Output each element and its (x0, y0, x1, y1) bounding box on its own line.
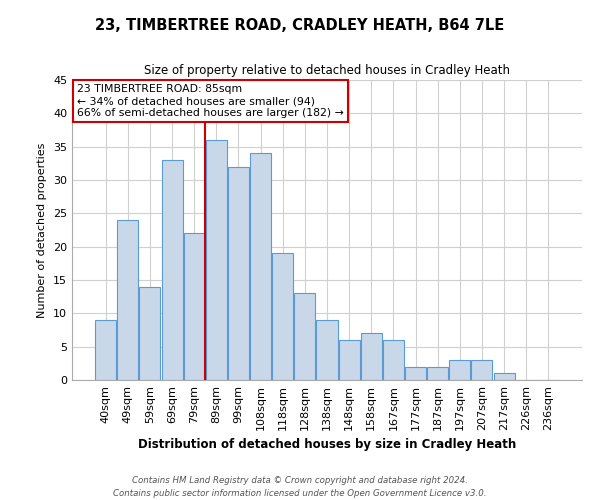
Text: Contains HM Land Registry data © Crown copyright and database right 2024.
Contai: Contains HM Land Registry data © Crown c… (113, 476, 487, 498)
Title: Size of property relative to detached houses in Cradley Heath: Size of property relative to detached ho… (144, 64, 510, 78)
Bar (184, 234, 205, 380)
Bar (383, 340, 404, 380)
Bar (427, 366, 448, 380)
X-axis label: Distribution of detached houses by size in Cradley Heath: Distribution of detached houses by size … (138, 438, 516, 451)
Bar (118, 220, 139, 380)
Bar (449, 360, 470, 380)
Bar (361, 334, 382, 380)
Bar (338, 340, 359, 380)
Bar (161, 160, 182, 380)
Text: 23, TIMBERTREE ROAD, CRADLEY HEATH, B64 7LE: 23, TIMBERTREE ROAD, CRADLEY HEATH, B64 … (95, 18, 505, 32)
Bar (405, 366, 426, 380)
Bar (472, 360, 493, 380)
Bar (206, 140, 227, 380)
Bar (272, 254, 293, 380)
Bar (494, 374, 515, 380)
Bar (295, 294, 316, 380)
Bar (95, 320, 116, 380)
Bar (139, 286, 160, 380)
Y-axis label: Number of detached properties: Number of detached properties (37, 142, 47, 318)
Bar (316, 320, 338, 380)
Bar (228, 166, 249, 380)
Text: 23 TIMBERTREE ROAD: 85sqm
← 34% of detached houses are smaller (94)
66% of semi-: 23 TIMBERTREE ROAD: 85sqm ← 34% of detac… (77, 84, 344, 117)
Bar (250, 154, 271, 380)
